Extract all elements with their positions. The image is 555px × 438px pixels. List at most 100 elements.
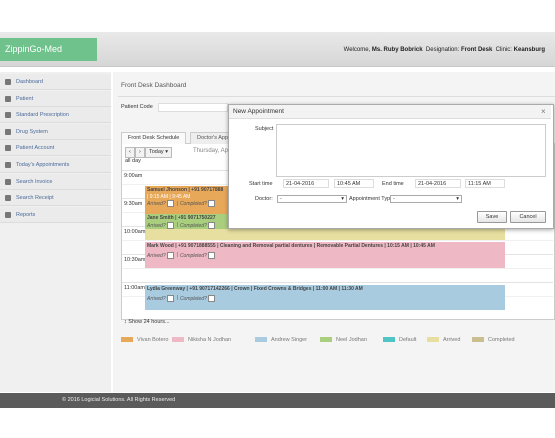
start-time[interactable]: 10:45 AM bbox=[334, 179, 374, 188]
tab[interactable]: Front Desk Schedule bbox=[121, 132, 187, 144]
menu-item[interactable]: Standard Prescription bbox=[0, 107, 111, 124]
menu-icon bbox=[5, 162, 11, 168]
event-status: Arrived? | Completed? bbox=[147, 221, 229, 229]
event-text: Samuel Jhonson | +91 90717888 bbox=[147, 187, 224, 193]
end-time[interactable]: 11:15 AM bbox=[465, 179, 505, 188]
event[interactable]: Mark Wood | +91 9071888555 | Cleaning an… bbox=[145, 242, 505, 268]
event-status: Arrived? | Completed? bbox=[147, 200, 229, 207]
subject-label: Subject bbox=[255, 126, 274, 132]
subject-textarea[interactable] bbox=[276, 124, 546, 177]
date-title: Thursday, Ap bbox=[193, 148, 228, 154]
designation-label: Designation: bbox=[425, 47, 460, 53]
arrived-checkbox[interactable] bbox=[166, 200, 174, 207]
completed-label: Completed? bbox=[179, 252, 207, 259]
menu-icon bbox=[5, 211, 11, 218]
save-button[interactable]: Save bbox=[477, 211, 507, 223]
menu-label: Today's Appointments bbox=[16, 162, 70, 168]
time-label: 10:00am bbox=[124, 229, 146, 235]
menu-label: Patient Account bbox=[16, 145, 55, 152]
completed-checkbox[interactable] bbox=[207, 221, 215, 229]
event[interactable]: Jane Smith | +91 9071750227 Arrived? | Comp… bbox=[145, 214, 231, 229]
event-status: Arrived? | Completed? bbox=[147, 251, 503, 259]
arrived-label: Arrived? bbox=[147, 252, 166, 259]
event-text: Mark Wood | +91 9071888555 | Cleaning an… bbox=[147, 243, 435, 249]
arrived-checkbox[interactable] bbox=[166, 251, 174, 259]
menu-label: Standard Prescription bbox=[16, 112, 69, 119]
menu-label: Dashboard bbox=[16, 79, 43, 85]
block bbox=[145, 228, 505, 241]
menu-icon bbox=[5, 128, 11, 135]
menu-item[interactable]: Search Invoice bbox=[0, 173, 111, 190]
prev-button[interactable]: ‹ bbox=[125, 147, 135, 158]
time-label: 10:30am bbox=[124, 257, 146, 263]
legend-label: Default bbox=[399, 337, 417, 343]
menu-icon bbox=[5, 79, 11, 85]
start-date[interactable]: 21-04-2016 bbox=[283, 179, 329, 188]
event[interactable]: Samuel Jhonson | +91 90717888 | 9:15 AM |… bbox=[145, 186, 231, 214]
legend-item: Completed bbox=[472, 337, 515, 343]
menu-icon bbox=[5, 95, 11, 102]
arrived-checkbox[interactable] bbox=[166, 294, 174, 302]
time-label: 9:30am bbox=[124, 201, 143, 207]
legend-item: Andrew Singer bbox=[255, 337, 307, 343]
completed-checkbox[interactable] bbox=[207, 251, 215, 259]
next-button[interactable]: › bbox=[135, 147, 145, 158]
hour-line bbox=[122, 282, 553, 283]
menu-item[interactable]: Dashboard bbox=[0, 74, 111, 90]
end-date[interactable]: 21-04-2016 bbox=[415, 179, 461, 188]
cancel-button[interactable]: Cancel bbox=[510, 211, 546, 223]
divider bbox=[118, 96, 555, 97]
doctor-label: Doctor: bbox=[255, 196, 273, 202]
today-label: Today bbox=[149, 149, 164, 155]
legend-swatch bbox=[383, 337, 395, 343]
close-button[interactable]: × bbox=[541, 107, 546, 116]
arrived-label: Arrived? bbox=[147, 222, 166, 229]
menu-item[interactable]: Patient bbox=[0, 90, 111, 107]
welcome: Welcome, Ms. Ruby Bobrick Designation: F… bbox=[344, 47, 545, 53]
completed-checkbox[interactable] bbox=[207, 294, 215, 302]
legend-label: Completed bbox=[488, 337, 515, 343]
all-day-label: all day bbox=[125, 158, 141, 164]
arrived-label: Arrived? bbox=[147, 200, 166, 207]
completed-label: Completed? bbox=[179, 200, 207, 207]
legend-label: Vivan Botero bbox=[137, 337, 169, 343]
doctor-select[interactable]: - ▾ bbox=[277, 195, 347, 203]
completed-label: Completed? bbox=[179, 295, 207, 302]
show-hours-label: Show 24 hours... bbox=[128, 319, 170, 325]
half-line bbox=[122, 240, 553, 241]
footer bbox=[0, 393, 555, 408]
show-hours[interactable]: ↕ Show 24 hours... bbox=[124, 319, 170, 325]
legend-swatch bbox=[427, 337, 439, 343]
type-select[interactable]: - ▾ bbox=[390, 195, 462, 203]
modal-header bbox=[229, 105, 551, 119]
separator: | bbox=[176, 295, 178, 302]
doctor-value: - bbox=[280, 196, 282, 202]
time-label: 11:00am bbox=[124, 285, 145, 291]
legend-item: Default bbox=[383, 337, 416, 343]
separator: | bbox=[176, 252, 178, 259]
legend-item: Vivan Botero bbox=[121, 337, 168, 343]
arrived-label: Arrived? bbox=[147, 295, 166, 302]
logo[interactable]: ZippinGo-Med bbox=[0, 38, 97, 61]
completed-checkbox[interactable] bbox=[207, 200, 215, 207]
modal-title: New Appointment bbox=[233, 108, 284, 115]
patient-code-input[interactable] bbox=[158, 103, 228, 112]
arrived-checkbox[interactable] bbox=[166, 221, 174, 229]
legend-item: Neel Jodhan bbox=[320, 337, 367, 343]
event-text: Jane Smith | +91 9071750227 bbox=[147, 215, 216, 221]
completed-label: Completed? bbox=[179, 222, 207, 229]
legend-item: Nikisha N Jodhan bbox=[172, 337, 231, 343]
patient-code-label: Patient Code bbox=[121, 104, 153, 110]
menu-item[interactable]: Reports bbox=[0, 206, 111, 223]
menu-item[interactable]: Patient Account bbox=[0, 140, 111, 157]
menu-item[interactable]: Today's Appointments bbox=[0, 157, 111, 173]
event[interactable]: Lydia Greenway | +91 90717142266 | Crown… bbox=[145, 285, 505, 310]
menu-icon bbox=[5, 112, 11, 119]
event-time: | 9:15 AM | 9:45 AM bbox=[147, 193, 191, 200]
menu-item[interactable]: Drug System bbox=[0, 123, 111, 140]
legend-swatch bbox=[121, 337, 133, 343]
user: Ms. Ruby Bobrick bbox=[371, 47, 423, 53]
menu-item[interactable]: Search Receipt bbox=[0, 190, 111, 207]
today-button[interactable]: Today ▾ bbox=[145, 147, 172, 158]
legend-swatch bbox=[472, 337, 484, 343]
